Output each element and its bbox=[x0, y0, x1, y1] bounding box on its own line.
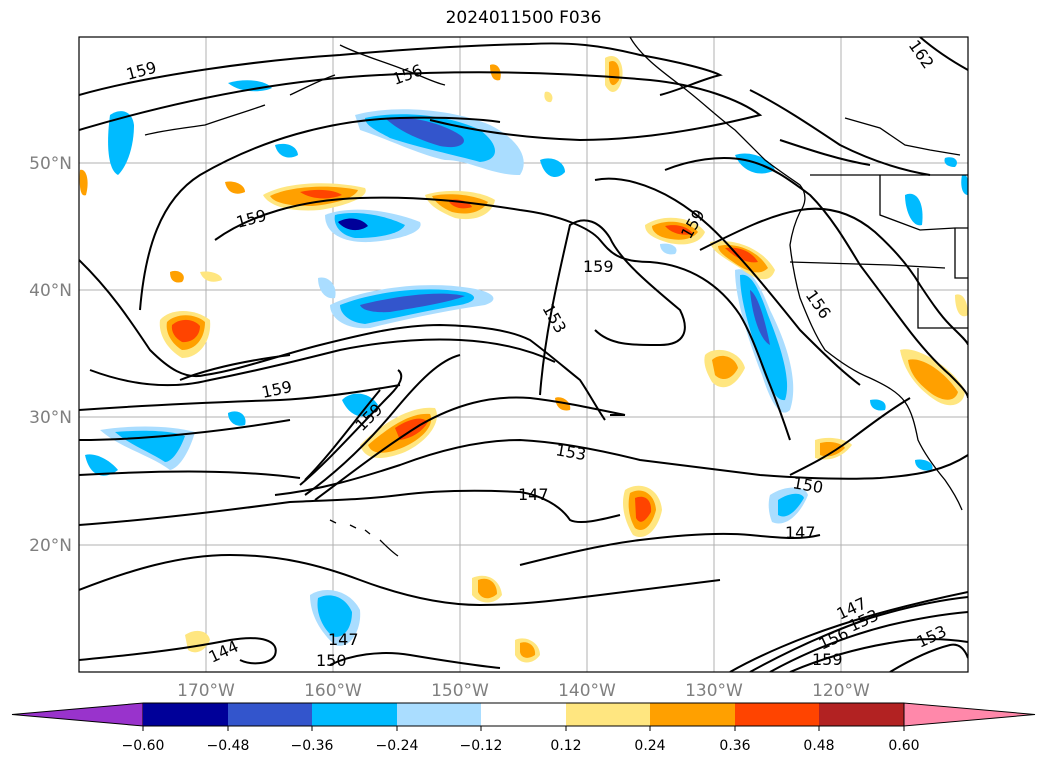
colorbar-tick-label: −0.48 bbox=[207, 738, 250, 754]
map-border bbox=[78, 36, 969, 673]
colorbar-segment bbox=[566, 703, 650, 726]
colorbar-tick-label: −0.24 bbox=[376, 738, 419, 754]
lon-label-170w: 170°W bbox=[177, 681, 235, 701]
contour-label: 159 bbox=[583, 257, 614, 276]
colorbar: −0.60 −0.48 −0.36 −0.24 −0.12 0.12 0.24 … bbox=[11, 702, 1036, 754]
colorbar-tick-label: 0.12 bbox=[550, 738, 581, 754]
colorbar-tick-label: 0.24 bbox=[634, 738, 665, 754]
negative-shading bbox=[85, 80, 968, 646]
contour-label: 159 bbox=[812, 650, 843, 669]
colorbar-segment bbox=[143, 703, 228, 726]
contour-label: 150 bbox=[316, 651, 347, 670]
colorbar-segment bbox=[481, 703, 566, 726]
colorbar-segment bbox=[735, 703, 819, 726]
colorbar-tick-label: −0.12 bbox=[460, 738, 503, 754]
lon-label-130w: 130°W bbox=[685, 681, 743, 701]
lon-label-150w: 150°W bbox=[431, 681, 489, 701]
lat-label-30n: 30°N bbox=[29, 408, 72, 428]
colorbar-tick-label: −0.36 bbox=[291, 738, 334, 754]
colorbar-segment bbox=[312, 703, 397, 726]
longitude-labels: 170°W 160°W 150°W 140°W 130°W 120°W bbox=[177, 681, 870, 701]
colorbar-tick-label: −0.60 bbox=[122, 738, 165, 754]
lat-label-20n: 20°N bbox=[29, 536, 72, 556]
contour-label: 147 bbox=[328, 630, 359, 649]
lon-label-120w: 120°W bbox=[812, 681, 870, 701]
colorbar-tick-label: 0.36 bbox=[719, 738, 750, 754]
lat-label-40n: 40°N bbox=[29, 281, 72, 301]
colorbar-segment bbox=[397, 703, 481, 726]
lon-label-160w: 160°W bbox=[304, 681, 362, 701]
contour-label: 147 bbox=[785, 523, 816, 542]
colorbar-tick-label: 0.60 bbox=[888, 738, 919, 754]
colorbar-extend-low bbox=[11, 702, 144, 727]
map-title: 2024011500 F036 bbox=[445, 8, 602, 28]
colorbar-segment bbox=[819, 703, 904, 726]
lon-label-140w: 140°W bbox=[558, 681, 616, 701]
latitude-labels: 50°N 40°N 30°N 20°N bbox=[29, 154, 72, 556]
colorbar-segment bbox=[228, 703, 312, 726]
height-contours bbox=[79, 37, 968, 672]
map-frame-bg bbox=[79, 37, 968, 672]
colorbar-extend-high bbox=[903, 702, 1036, 727]
colorbar-segment bbox=[650, 703, 735, 726]
contour-label: 147 bbox=[518, 485, 549, 504]
colorbar-tick-label: 0.48 bbox=[803, 738, 834, 754]
lat-label-50n: 50°N bbox=[29, 154, 72, 174]
